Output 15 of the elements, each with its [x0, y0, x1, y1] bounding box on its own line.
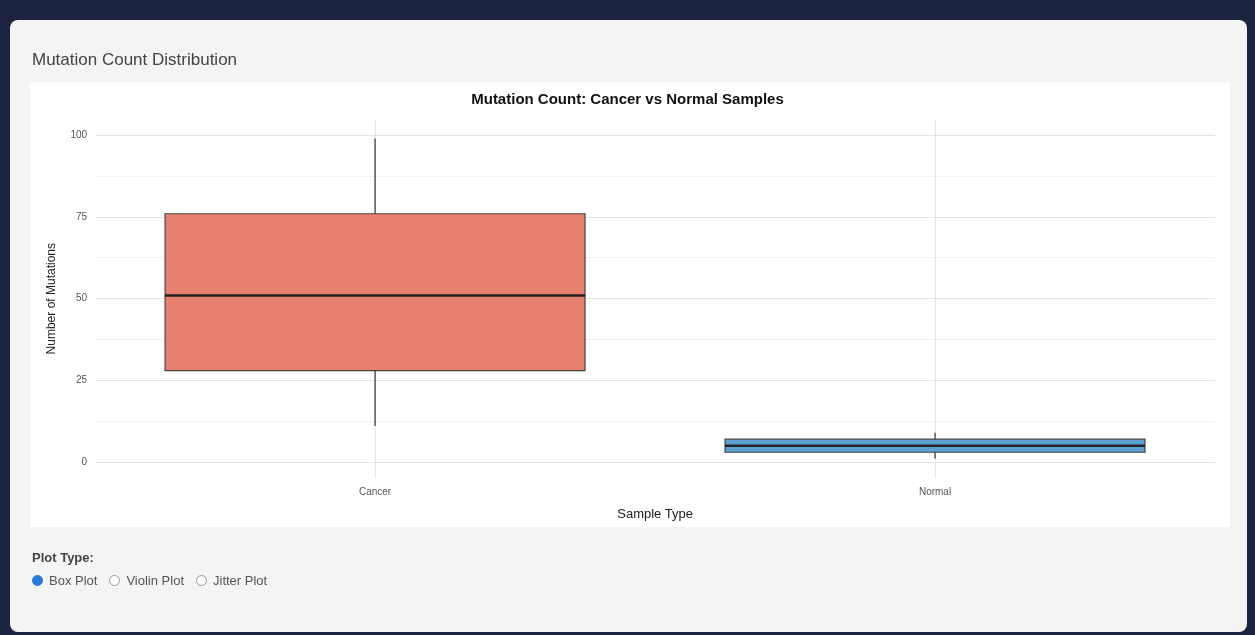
x-axis-title: Sample Type	[617, 505, 693, 521]
y-tick-label: 100	[70, 129, 88, 141]
y-tick-label: 50	[75, 292, 88, 304]
y-tick-label: 25	[75, 374, 88, 386]
y-axis-title: Number of Mutations	[43, 243, 58, 355]
x-tick-label: Cancer	[358, 486, 392, 498]
x-tick-label: Normal	[918, 486, 952, 498]
chart-subtitle: Mutation Count Distribution	[32, 50, 238, 70]
text: Violin Plot	[126, 573, 184, 588]
text: Plot Type:	[32, 550, 95, 565]
y-tick-label: 75	[75, 210, 88, 222]
text: Jitter Plot	[213, 573, 268, 588]
chart-title: Mutation Count: Cancer vs Normal Samples	[471, 90, 784, 108]
text: Box Plot	[49, 573, 98, 588]
y-tick-label: 0	[81, 455, 88, 467]
